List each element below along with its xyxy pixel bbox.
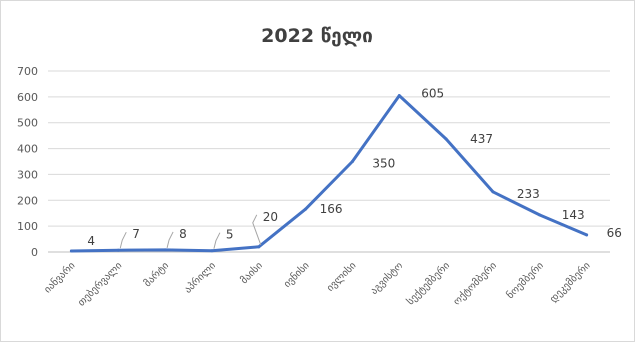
data-point bbox=[444, 137, 448, 141]
y-tick-label: 400 bbox=[17, 143, 38, 156]
x-tick-label: აპრილი bbox=[182, 260, 218, 296]
data-point bbox=[397, 94, 401, 98]
x-tick-label: სექტემბერი bbox=[404, 260, 452, 308]
data-point bbox=[491, 190, 495, 194]
label-leader-line bbox=[119, 231, 127, 249]
x-tick-label: თებერვალი bbox=[75, 260, 124, 309]
label-leader-line bbox=[252, 214, 262, 245]
x-tick-label: აგვისტო bbox=[368, 260, 405, 297]
x-tick-label: ივნისი bbox=[281, 260, 311, 290]
x-tick-label: მაისი bbox=[238, 260, 265, 287]
x-tick-label: ნოემბერი bbox=[504, 260, 546, 302]
data-point bbox=[538, 213, 542, 217]
y-tick-label: 100 bbox=[17, 220, 38, 233]
data-label: 605 bbox=[421, 87, 444, 101]
y-axis: 0 100 200 300 400 500 600 700 bbox=[17, 65, 38, 259]
data-label: 66 bbox=[607, 226, 622, 240]
y-tick-label: 200 bbox=[17, 194, 38, 207]
y-tick-label: 700 bbox=[17, 65, 38, 78]
chart-title: 2022 წელი bbox=[261, 25, 373, 47]
data-label: 4 bbox=[87, 234, 95, 248]
x-tick-label: დეკემბერი bbox=[547, 260, 592, 305]
data-point bbox=[350, 160, 354, 163]
data-point bbox=[257, 245, 261, 249]
y-tick-label: 0 bbox=[31, 246, 38, 259]
y-tick-label: 300 bbox=[17, 168, 38, 181]
x-tick-label: იანვარი bbox=[42, 260, 78, 296]
data-label: 350 bbox=[372, 157, 395, 171]
data-point bbox=[304, 207, 308, 211]
y-tick-label: 600 bbox=[17, 91, 38, 104]
data-labels: 4 7 8 5 20 166 350 605 437 233 143 66 bbox=[87, 87, 622, 249]
data-label: 7 bbox=[132, 227, 140, 241]
series-line bbox=[69, 94, 589, 253]
data-point bbox=[116, 248, 120, 252]
data-point bbox=[69, 249, 73, 253]
data-label: 233 bbox=[517, 187, 540, 201]
label-leader-line bbox=[166, 231, 174, 249]
data-point bbox=[585, 233, 589, 237]
data-point bbox=[163, 248, 167, 252]
x-tick-label: მარტი bbox=[142, 260, 172, 290]
label-leader-line bbox=[213, 232, 221, 249]
x-tick-label: ოქტომბერი bbox=[451, 260, 499, 308]
data-label: 166 bbox=[320, 202, 343, 216]
y-tick-label: 500 bbox=[17, 117, 38, 130]
series-group bbox=[69, 94, 589, 253]
gridlines bbox=[48, 70, 610, 253]
data-label: 5 bbox=[226, 228, 234, 242]
data-label: 8 bbox=[179, 227, 187, 241]
data-point bbox=[210, 249, 214, 253]
data-label: 437 bbox=[470, 132, 493, 146]
data-label: 20 bbox=[263, 210, 278, 224]
data-label: 143 bbox=[562, 208, 585, 222]
x-tick-label: ივლისი bbox=[324, 260, 358, 294]
